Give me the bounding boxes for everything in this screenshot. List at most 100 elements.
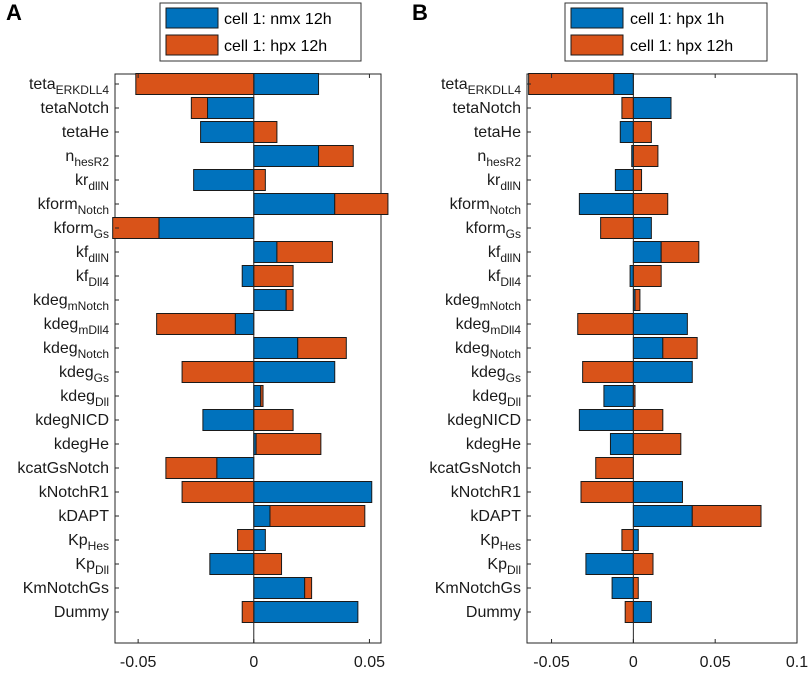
y-label-a-kform-gs: kformGs: [54, 220, 109, 241]
bar-b-teta-erkdll4-s1: [528, 73, 615, 95]
bar-b-kform-notch-s0: [578, 193, 634, 215]
y-label-b-kp-dll: KpDll: [487, 556, 521, 577]
y-label-a-kp-hes: KpHes: [68, 532, 109, 553]
legend-b-swatch-hpx-1h: [570, 7, 624, 29]
bar-a-tetanotch-s0: [207, 97, 255, 119]
bar-b-dummy-s0: [632, 601, 652, 623]
y-label-b-tetanotch: tetaNotch: [453, 100, 521, 117]
x-tick-label-b: 0.05: [700, 654, 731, 671]
bar-b-kr-dlln-s0: [614, 169, 634, 191]
bar-a-kmnotchgs-s0: [253, 577, 306, 599]
bar-b-kr-dlln-s1: [632, 169, 643, 191]
bar-b-kf-dlln-s1: [660, 241, 700, 263]
bar-b-kdeg-notch-s0: [632, 337, 664, 359]
bar-b-kdeg-mnotch-s1: [634, 289, 641, 311]
bar-b-kcatgsnotch-s1: [595, 457, 634, 479]
bar-b-kmnotchgs-s0: [611, 577, 634, 599]
y-label-a-kdeg-notch: kdegNotch: [43, 340, 109, 361]
y-label-b-kp-hes: KpHes: [480, 532, 521, 553]
y-label-b-kr-dlln: krdllN: [487, 172, 521, 193]
bar-a-kp-dll-s1: [253, 553, 283, 575]
bar-b-kdeg-gs-s0: [632, 361, 693, 383]
bar-a-kdegnicd-s0: [202, 409, 255, 431]
y-label-a-kmnotchgs: KmNotchGs: [23, 580, 109, 597]
bar-b-tetahe-s0: [619, 121, 634, 143]
panel-a: tetaERKDLL4 tetaNotch tetaHe nhesR2 krdllN kf…: [17, 73, 389, 671]
bar-a-n-hesr2-s1: [318, 145, 354, 167]
y-label-b-tetahe: tetaHe: [474, 124, 521, 141]
bar-b-kform-gs-s0: [632, 217, 652, 239]
bar-b-kmnotchgs-s1: [632, 577, 639, 599]
y-label-a-kdeghe: kdegHe: [54, 436, 109, 453]
bar-a-kf-dll4-s0: [241, 265, 255, 287]
bar-b-kdapt-s0: [632, 505, 693, 527]
y-label-b-kdapt: kDAPT: [470, 508, 521, 525]
bar-a-kdeg-notch-s0: [253, 337, 299, 359]
bar-b-kf-dlln-s0: [632, 241, 662, 263]
bar-a-kdeg-gs-s0: [253, 361, 336, 383]
y-label-a-kdapt: kDAPT: [58, 508, 109, 525]
bar-a-kcatgsnotch-s1: [165, 457, 218, 479]
bar-a-kdeg-dll-s0: [253, 385, 262, 407]
x-tick-label-b: -0.05: [533, 654, 570, 671]
legend-b-swatch-hpx-12h: [570, 34, 624, 56]
bar-b-kp-dll-s1: [632, 553, 654, 575]
bar-b-kf-dll4-s1: [632, 265, 662, 287]
panel-a-letter: A: [6, 0, 22, 25]
y-label-b-kdeg-mdll4: kdegmDll4: [456, 316, 522, 337]
bar-a-dummy-s0: [253, 601, 359, 623]
bar-a-kdeg-mdll4-s0: [234, 313, 255, 335]
y-label-b-kdegnicd: kdegNICD: [447, 412, 521, 429]
legend-b-label-hpx-12h: cell 1: hpx 12h: [630, 38, 733, 55]
y-label-b-kform-notch: kformNotch: [450, 196, 521, 217]
bar-b-kform-gs-s1: [600, 217, 634, 239]
plot-area-b: [526, 73, 798, 644]
bar-b-knotchr1-s0: [632, 481, 683, 503]
y-label-b-kdeg-gs: kdegGs: [471, 364, 521, 385]
bar-b-n-hesr2-s1: [632, 145, 659, 167]
y-label-a-kf-dlln: kfdllN: [76, 244, 109, 265]
bar-b-tetanotch-s0: [632, 97, 672, 119]
bar-a-kform-gs-s1: [112, 217, 160, 239]
y-label-a-kdegnicd: kdegNICD: [35, 412, 109, 429]
x-tick-label-b: 0.1: [786, 654, 808, 671]
bar-a-knotchr1-s1: [181, 481, 255, 503]
bar-b-teta-erkdll4-s0: [613, 73, 634, 95]
bar-b-kdegnicd-s0: [578, 409, 634, 431]
bar-a-kdapt-s0: [253, 505, 271, 527]
y-label-a-kdeg-gs: kdegGs: [59, 364, 109, 385]
x-tick-label-a: 0: [249, 654, 258, 671]
bar-b-dummy-s1: [624, 601, 634, 623]
y-label-b-kcatgsnotch: kcatGsNotch: [429, 460, 521, 477]
y-label-a-kdeg-mnotch: kdegmNotch: [33, 292, 109, 313]
legend-b: cell 1: hpx 1h cell 1: hpx 12h: [564, 2, 768, 62]
y-label-b-knotchr1: kNotchR1: [451, 484, 521, 501]
bar-b-kp-dll-s0: [585, 553, 634, 575]
y-label-b-kf-dll4: kfDll4: [488, 268, 521, 289]
y-label-a-knotchr1: kNotchR1: [39, 484, 109, 501]
y-label-b-kdeg-mnotch: kdegmNotch: [445, 292, 521, 313]
y-label-a-kf-dll4: kfDll4: [76, 268, 109, 289]
bar-b-tetahe-s1: [632, 121, 652, 143]
bar-a-kdeg-gs-s1: [181, 361, 255, 383]
bar-a-kdegnicd-s1: [253, 409, 294, 431]
bar-a-kr-dlln-s1: [253, 169, 266, 191]
bar-b-kdeg-mdll4-s1: [577, 313, 634, 335]
y-label-b-kdeg-notch: kdegNotch: [455, 340, 521, 361]
bar-a-kp-hes-s1: [237, 529, 255, 551]
x-tick-label-a: -0.05: [120, 654, 157, 671]
bar-a-kdeg-mnotch-s0: [253, 289, 287, 311]
y-label-a-kcatgsnotch: kcatGsNotch: [17, 460, 109, 477]
y-label-b-kdeghe: kdegHe: [466, 436, 521, 453]
y-label-a-tetanotch: tetaNotch: [41, 100, 109, 117]
bar-b-kdeg-notch-s1: [662, 337, 698, 359]
bar-a-kr-dlln-s0: [193, 169, 255, 191]
bar-a-kf-dll4-s1: [253, 265, 294, 287]
bar-a-tetanotch-s1: [190, 97, 209, 119]
bar-b-kp-hes-s0: [632, 529, 639, 551]
y-label-a-dummy: Dummy: [54, 604, 109, 621]
bar-a-kdeg-dll-s1: [260, 385, 264, 407]
bar-a-kform-gs-s0: [158, 217, 255, 239]
legend-a-swatch-hpx-12h: [165, 34, 219, 56]
